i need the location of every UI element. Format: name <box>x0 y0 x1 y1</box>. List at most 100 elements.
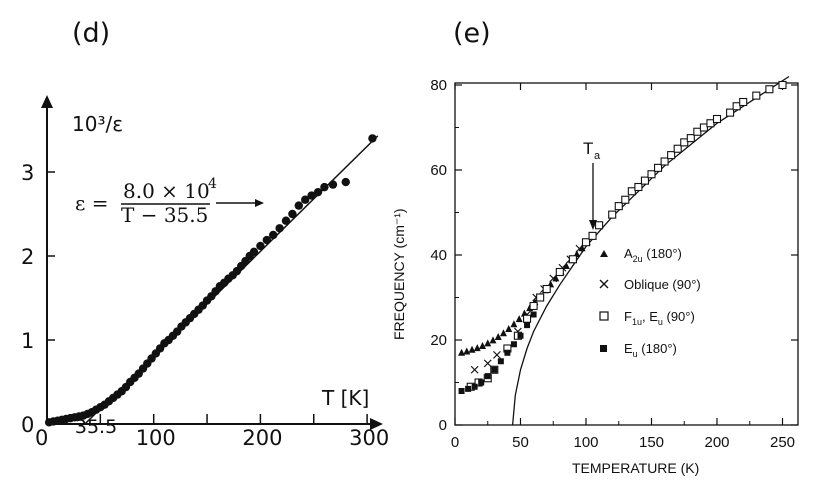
legend-eu-main: E <box>624 341 633 356</box>
e-point-eu <box>491 366 498 373</box>
e-y-tick-label-20: 20 <box>430 332 447 349</box>
d-data-point <box>262 235 272 245</box>
e-point-f1u <box>732 102 741 111</box>
e-point-f1u <box>660 157 669 166</box>
d-data-point <box>249 247 259 256</box>
e-point-oblique <box>549 274 558 283</box>
e-point-oblique <box>575 244 584 253</box>
e-fit-curve <box>511 75 790 426</box>
e-point-oblique <box>492 350 501 359</box>
d-equation: ε = 8.0 × 10 4 T − 35.5 <box>75 176 264 227</box>
e-legend: A2u (180°) Oblique (90°) F1u, Eu (90°) E… <box>599 246 701 359</box>
e-point-f1u <box>568 255 577 264</box>
d-eq-arrow-head <box>255 199 264 207</box>
e-y-tick-label-60: 60 <box>430 162 447 179</box>
e-point-f1u <box>667 151 676 160</box>
e-point-a2u <box>489 336 497 344</box>
e-point-oblique-stroke <box>575 244 584 253</box>
d-data-point <box>328 180 338 189</box>
d-data-point <box>281 216 291 225</box>
e-point-eu <box>510 341 517 348</box>
e-point-f1u <box>680 138 689 147</box>
e-point-oblique <box>483 359 492 368</box>
d-x-tick-label-0: 0 <box>35 426 48 450</box>
e-point-a2u <box>468 345 476 353</box>
e-point-a2u <box>562 262 570 270</box>
e-point-f1u <box>555 267 564 277</box>
e-x-tick-label-150: 150 <box>639 434 664 451</box>
legend-a2u-sub: 2u <box>633 254 643 264</box>
e-point-oblique <box>470 365 479 374</box>
e-point-f1u <box>752 91 761 100</box>
panel-d-label: (d) <box>72 18 110 49</box>
e-point-f1u <box>765 85 774 94</box>
legend-cross-marker <box>599 279 609 289</box>
e-point-eu <box>471 383 478 390</box>
e-point-f1u <box>529 301 538 311</box>
d-data-point <box>320 182 329 192</box>
e-x-tick-label-100: 100 <box>573 434 598 451</box>
e-ta-subscript: a <box>594 150 601 162</box>
e-x-tick-label-250: 250 <box>770 434 795 451</box>
e-point-f1u <box>778 80 787 90</box>
d-x-label: T [K] <box>321 386 369 410</box>
e-point-f1u <box>595 221 604 230</box>
d-x-tick-label-100: 100 <box>136 426 176 450</box>
e-point-f1u <box>647 170 656 179</box>
d-x-tick-label-300: 300 <box>349 426 389 450</box>
legend-a2u-main: A <box>624 246 633 261</box>
e-point-f1u <box>653 163 663 172</box>
d-data-point <box>275 224 284 233</box>
d-data-point <box>288 209 297 219</box>
legend-f1u-tail2: (90°) <box>663 309 695 324</box>
e-point-f1u <box>693 127 702 136</box>
d-data-point <box>341 177 350 187</box>
e-point-f1u <box>581 238 591 247</box>
e-point-f1u <box>686 134 695 143</box>
d-data-point <box>307 191 316 200</box>
e-point-eu <box>504 349 511 356</box>
e-point-f1u <box>627 187 636 196</box>
e-point-f1u <box>536 293 545 302</box>
legend-f1u-main: F <box>624 309 632 324</box>
e-point-a2u <box>463 347 471 355</box>
e-point-a2u <box>515 315 523 323</box>
e-point-eu <box>478 379 485 386</box>
e-point-oblique-stroke <box>470 365 479 374</box>
e-point-f1u <box>726 108 735 117</box>
legend-eu: Eu (180°) <box>624 341 677 359</box>
d-y-label: 10³/ε <box>72 112 123 136</box>
legend-f1u-sub2: u <box>658 317 663 327</box>
legend-a2u: A2u (180°) <box>624 246 682 264</box>
e-y-label: FREQUENCY (cm⁻¹) <box>391 208 407 340</box>
legend-triangle-marker <box>600 250 608 257</box>
e-y-tick-label-80: 80 <box>430 77 447 94</box>
e-point-oblique-stroke <box>483 359 492 368</box>
legend-f1u: F1u, Eu (90°) <box>624 309 695 327</box>
legend-filled-square-marker <box>600 345 607 352</box>
e-y-tick-label-40: 40 <box>430 247 447 264</box>
panel-d: T [K] 10³/ε ε = 8.0 × 10 4 T − 35.5 0 1 2 3… <box>21 95 389 450</box>
e-point-f1u <box>739 97 748 107</box>
legend-oblique: Oblique (90°) <box>624 277 701 292</box>
d-data-point <box>368 134 377 143</box>
e-point-a2u <box>499 329 507 337</box>
e-ta-arrow-head <box>589 220 597 230</box>
e-plot-frame <box>454 82 799 426</box>
e-point-oblique-stroke <box>492 350 501 359</box>
e-point-f1u <box>706 119 715 128</box>
e-point-a2u <box>484 339 492 347</box>
legend-open-square-marker <box>599 311 609 321</box>
d-data-point <box>256 241 265 251</box>
legend-f1u-sub: 1u <box>632 317 642 327</box>
d-x-tick-label-35.5: 35.5 <box>75 416 117 438</box>
e-point-f1u <box>712 114 722 124</box>
e-x-label: TEMPERATURE (K) <box>572 460 699 476</box>
e-point-a2u <box>479 341 487 349</box>
e-point-f1u <box>673 144 682 153</box>
d-x-arrow <box>370 418 383 430</box>
d-y-tick-label-1: 1 <box>21 329 34 353</box>
legend-eu-sub: u <box>633 349 638 359</box>
d-data-point <box>269 230 278 240</box>
